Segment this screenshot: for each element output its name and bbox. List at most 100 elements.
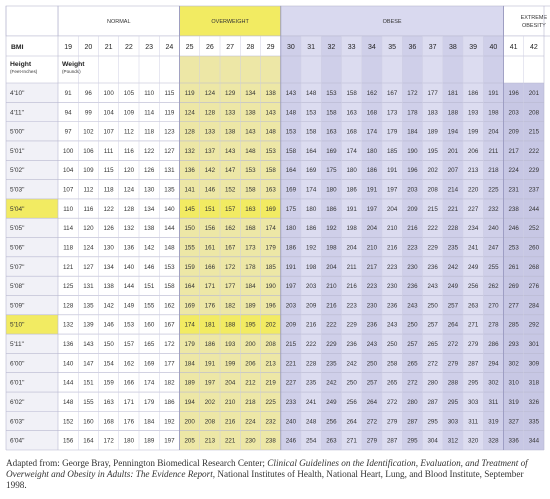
- weight-cell-9-1: 127: [83, 264, 94, 271]
- bmi-column-bg-36: [402, 83, 423, 450]
- weight-cell-16-23: 326: [529, 399, 540, 406]
- weight-cell-14-13: 235: [326, 360, 337, 367]
- height-value-8: 5'06": [10, 244, 25, 251]
- bmi-column-bg-27: [220, 83, 241, 450]
- weight-cell-11-8: 182: [225, 302, 236, 309]
- weight-cell-6-16: 204: [387, 206, 398, 213]
- weight-cell-12-16: 243: [387, 322, 398, 329]
- bmi-header-bg-30: [280, 36, 301, 56]
- weight-cell-8-23: 260: [529, 244, 540, 251]
- weight-cell-11-12: 209: [306, 302, 317, 309]
- weight-cell-11-21: 270: [488, 302, 499, 309]
- weight-cell-5-2: 118: [104, 187, 114, 194]
- weight-cell-17-6: 200: [184, 418, 195, 425]
- bmi-header-bg-22: [118, 36, 139, 56]
- weight-cell-10-12: 203: [306, 283, 317, 290]
- weight-cell-17-15: 272: [367, 418, 378, 425]
- bmi-value-26: 26: [206, 44, 214, 51]
- weight-cell-2-10: 148: [265, 129, 276, 136]
- bmi-value-30: 30: [287, 44, 295, 51]
- weight-cell-9-19: 242: [448, 264, 459, 271]
- weight-cell-1-3: 109: [124, 109, 135, 116]
- weight-cell-3-17: 190: [407, 148, 418, 155]
- weight-cell-10-13: 210: [326, 283, 337, 290]
- weight-cell-1-20: 193: [468, 109, 479, 116]
- weight-cell-0-22: 196: [508, 90, 519, 97]
- weight-cell-18-13: 263: [326, 438, 337, 445]
- weight-cell-10-2: 138: [103, 283, 114, 290]
- height-value-14: 6'00": [10, 360, 25, 367]
- weight-cell-7-2: 126: [103, 225, 114, 232]
- height-value-18: 6'04": [10, 438, 25, 445]
- weight-cell-13-12: 222: [306, 341, 317, 348]
- weight-cell-12-4: 160: [144, 322, 155, 329]
- weight-cell-14-9: 206: [245, 360, 256, 367]
- subheader-col-bg-41: [503, 56, 524, 83]
- weight-cell-17-20: 311: [468, 418, 478, 425]
- weight-cell-0-21: 191: [488, 90, 499, 97]
- weight-cell-6-13: 186: [326, 206, 337, 213]
- weight-cell-10-1: 131: [83, 283, 94, 290]
- bmi-header-bg-29: [260, 36, 281, 56]
- weight-cell-5-20: 220: [468, 187, 479, 194]
- weight-cell-13-3: 157: [124, 341, 135, 348]
- weight-cell-5-12: 174: [306, 187, 317, 194]
- weight-cell-1-5: 119: [164, 109, 174, 116]
- weight-cell-10-21: 262: [488, 283, 499, 290]
- weight-cell-16-6: 194: [184, 399, 195, 406]
- weight-cell-16-21: 311: [488, 399, 498, 406]
- weight-cell-3-14: 174: [346, 148, 357, 155]
- weight-cell-18-7: 213: [205, 438, 216, 445]
- weight-cell-14-20: 287: [468, 360, 479, 367]
- bmi-value-19: 19: [64, 44, 72, 51]
- category-label-3-0: EXTREME: [521, 15, 548, 21]
- bmi-value-32: 32: [327, 44, 335, 51]
- weight-cell-7-19: 228: [448, 225, 459, 232]
- weight-cell-0-2: 100: [103, 90, 114, 97]
- weight-cell-3-20: 206: [468, 148, 479, 155]
- weight-cell-10-6: 164: [184, 283, 195, 290]
- weight-cell-10-14: 216: [346, 283, 357, 290]
- subheader-col-bg-37: [422, 56, 443, 83]
- bmi-header-bg-33: [341, 36, 362, 56]
- weight-cell-13-19: 272: [448, 341, 459, 348]
- weight-cell-2-18: 189: [427, 129, 438, 136]
- weight-cell-4-22: 224: [508, 167, 519, 174]
- weight-cell-12-12: 216: [306, 322, 317, 329]
- weight-cell-5-0: 107: [63, 187, 74, 194]
- weight-cell-3-19: 201: [448, 148, 459, 155]
- weight-cell-17-23: 335: [529, 418, 540, 425]
- weight-cell-6-0: 110: [63, 206, 73, 213]
- weight-cell-17-9: 224: [245, 418, 256, 425]
- weight-cell-15-22: 310: [508, 380, 519, 387]
- height-label: Height: [10, 61, 32, 68]
- weight-cell-12-13: 222: [326, 322, 337, 329]
- weight-cell-5-4: 130: [144, 187, 155, 194]
- bmi-header-bg-34: [361, 36, 382, 56]
- height-value-13: 5'11": [10, 341, 25, 348]
- weight-cell-16-12: 241: [306, 399, 317, 406]
- weight-cell-13-21: 286: [488, 341, 499, 348]
- bmi-value-29: 29: [267, 44, 275, 51]
- bmi-header-bg-42: [523, 36, 544, 56]
- weight-cell-3-18: 195: [427, 148, 438, 155]
- bmi-header-bg-21: [98, 36, 119, 56]
- weight-cell-17-7: 208: [205, 418, 216, 425]
- weight-cell-10-0: 125: [63, 283, 74, 290]
- weight-cell-3-6: 132: [184, 148, 195, 155]
- weight-cell-7-1: 120: [83, 225, 94, 232]
- weight-cell-8-13: 198: [326, 244, 337, 251]
- weight-cell-3-12: 164: [306, 148, 317, 155]
- weight-cell-18-9: 230: [245, 438, 256, 445]
- weight-cell-12-19: 264: [448, 322, 459, 329]
- weight-cell-8-12: 192: [306, 244, 317, 251]
- weight-cell-15-2: 159: [103, 380, 114, 387]
- weight-cell-11-10: 196: [265, 302, 276, 309]
- weight-cell-18-17: 295: [407, 438, 418, 445]
- weight-cell-4-0: 104: [63, 167, 74, 174]
- weight-cell-13-18: 265: [427, 341, 438, 348]
- weight-cell-6-18: 215: [427, 206, 438, 213]
- weight-cell-12-14: 229: [346, 322, 357, 329]
- weight-cell-1-15: 168: [367, 109, 378, 116]
- weight-cell-9-7: 166: [205, 264, 216, 271]
